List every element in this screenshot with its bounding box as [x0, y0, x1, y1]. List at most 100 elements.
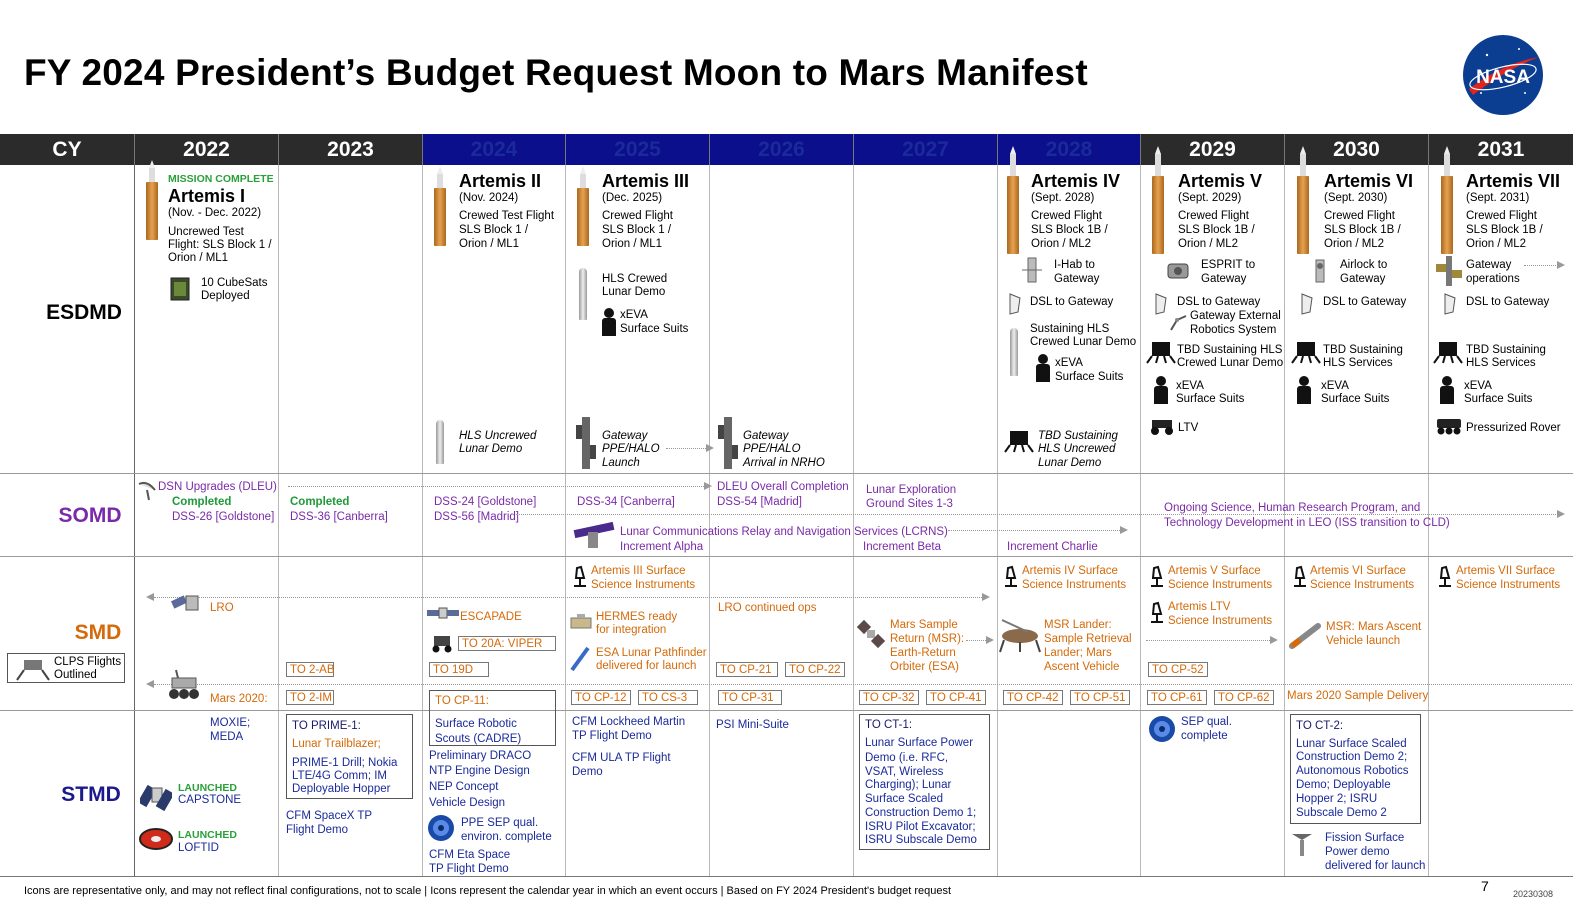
mission-desc: SLS Block 1B /: [1178, 224, 1255, 236]
header-year-2025: 2025: [566, 134, 710, 165]
prime-item: Deployable Hopper: [292, 783, 391, 795]
header-year-2027: 2027: [854, 134, 998, 165]
sep-qual-label: SEP qual.: [1181, 716, 1232, 728]
ct1-item: VSAT, Wireless: [865, 766, 944, 778]
completed-label: Completed: [172, 496, 232, 508]
fission-label: Power demo: [1325, 846, 1390, 858]
pressurized-rover-icon: [1437, 419, 1461, 435]
arrow-head-icon: [706, 444, 714, 452]
airlock-label: Airlock to: [1340, 259, 1388, 271]
moxie-label: MEDA: [210, 731, 244, 743]
gateway-ppe-halo-icon: [718, 417, 738, 469]
page-title: FY 2024 President’s Budget Request Moon …: [24, 52, 1088, 93]
arrow-head-icon: [1557, 510, 1565, 518]
hls-label: HLS Crewed: [602, 273, 668, 285]
increment-label: Increment Beta: [863, 541, 941, 553]
tbd-hls-label: HLS Services: [1323, 357, 1393, 369]
ongoing-label: Ongoing Science, Human Research Program,…: [1164, 502, 1421, 514]
esprit-label: ESPRIT to: [1201, 259, 1256, 271]
gateway-ppe-halo-icon: [576, 417, 596, 469]
xeva-suit-icon: [1154, 376, 1168, 404]
sls-rocket-icon: [1297, 146, 1309, 254]
ct2-item: Hopper 2; ISRU: [1296, 793, 1378, 805]
timeline-arrow: [948, 530, 1120, 531]
mars-rover-icon: [169, 669, 199, 699]
dss-label: DSS-54 [Madrid]: [717, 496, 803, 508]
ct1-item: Construction Demo 1;: [865, 807, 977, 819]
ltv-science-label: Artemis LTV: [1168, 601, 1231, 613]
mission-date: (Sept. 2031): [1466, 192, 1530, 204]
cp11-title: TO CP-11:: [435, 695, 489, 707]
mission-date: (Sept. 2030): [1324, 192, 1388, 204]
task-order-box: TO CP-22: [785, 662, 845, 677]
hermes-label: HERMES ready: [596, 611, 678, 623]
ct2-item: Lunar Surface Scaled: [1296, 738, 1407, 750]
science-instruments-label: Artemis VII Surface: [1456, 565, 1556, 577]
ltv-science-label: Science Instruments: [1168, 615, 1273, 627]
document-code: 20230308: [1513, 889, 1554, 899]
xeva-label: Surface Suits: [1321, 393, 1390, 405]
sls-rocket-icon: [434, 166, 446, 246]
header-year-2024: 2024: [423, 134, 566, 165]
mission-name: Artemis V: [1178, 171, 1263, 191]
capstone-cubesat-icon: [140, 784, 172, 812]
esprit-label: Gateway: [1201, 273, 1247, 285]
cadre-label: Surface Robotic: [435, 718, 517, 730]
dss-label: DSS-26 [Goldstone]: [172, 511, 275, 523]
ihab-label: I-Hab to: [1054, 259, 1095, 271]
timeline-arrow: [1524, 265, 1558, 266]
ct1-item: ISRU Subscale Demo: [865, 834, 977, 846]
loftid-label: LOFTID: [178, 842, 219, 854]
cfm-ula-label: Demo: [572, 766, 603, 778]
cfm-lm-label: TP Flight Demo: [572, 730, 652, 742]
science-instruments-label: Science Instruments: [1022, 579, 1127, 591]
xeva-suit-icon: [602, 308, 616, 336]
lcrns-label: Lunar Communications Relay and Navigatio…: [620, 526, 948, 538]
header-year-2031: 2031: [1429, 134, 1573, 165]
gateway-label: Launch: [602, 457, 640, 469]
increment-label: Increment Charlie: [1007, 541, 1098, 553]
task-order-box: TO CP-42: [1003, 690, 1063, 705]
task-order-box: TO 2-IM: [286, 690, 334, 705]
escapade-label: ESCAPADE: [460, 611, 522, 623]
ct1-item: Lunar Surface Power: [865, 737, 974, 749]
cubesat-label: Deployed: [201, 290, 250, 302]
airlock-label: Gateway: [1340, 273, 1386, 285]
dsl-spacecraft-icon: [1301, 293, 1313, 315]
science-instruments-label: Artemis VI Surface: [1310, 565, 1406, 577]
escapade-spacecraft-icon: [427, 607, 459, 619]
row-label-esdmd: ESDMD: [46, 301, 122, 324]
science-instruments-label: Science Instruments: [1456, 579, 1561, 591]
task-order-box: TO CP-32: [859, 690, 919, 705]
dsl-spacecraft-icon: [1009, 293, 1021, 315]
sls-rocket-icon: [1441, 146, 1453, 254]
task-order-box: TO 20A: VIPER: [458, 636, 556, 651]
hermes-payload-icon: [570, 614, 592, 629]
gateway-label: Gateway: [602, 430, 648, 442]
row-label-somd: SOMD: [58, 504, 122, 527]
ppe-sep-label: PPE SEP qual.: [461, 817, 539, 829]
mission-date: (Dec. 2025): [602, 192, 663, 204]
hls-lander-icon: [579, 268, 587, 320]
footer-note: Icons are representative only, and may n…: [24, 885, 952, 897]
hls-label: Lunar Demo: [459, 443, 523, 455]
dsl-spacecraft-icon: [1155, 293, 1167, 315]
xeva-suit-icon: [1440, 376, 1454, 404]
task-order-box: TO CP-62: [1214, 690, 1274, 705]
cfm-ula-label: CFM ULA TP Flight: [572, 752, 671, 764]
ppe-sep-label: environ. complete: [461, 831, 552, 843]
xeva-label: xEVA: [620, 309, 648, 321]
ct2-item: Construction Demo 2;: [1296, 751, 1408, 763]
mission-desc: Crewed Flight: [602, 210, 673, 222]
increment-label: Increment Alpha: [620, 541, 704, 553]
draco-label: NTP Engine Design: [429, 765, 530, 777]
draco-label: Preliminary DRACO: [429, 750, 532, 762]
gateway-ops-label: Gateway: [1466, 259, 1512, 271]
cfm-spacex-label: CFM SpaceX TP: [286, 810, 373, 822]
cubesat-label: 10 CubeSats: [201, 277, 268, 289]
gateway-ops-label: operations: [1466, 273, 1520, 285]
sep-qual-label: complete: [1181, 730, 1228, 742]
ct2-task-box: [1290, 714, 1421, 824]
row-label-smd: SMD: [74, 621, 122, 644]
grid-col-line: [1140, 165, 1141, 876]
